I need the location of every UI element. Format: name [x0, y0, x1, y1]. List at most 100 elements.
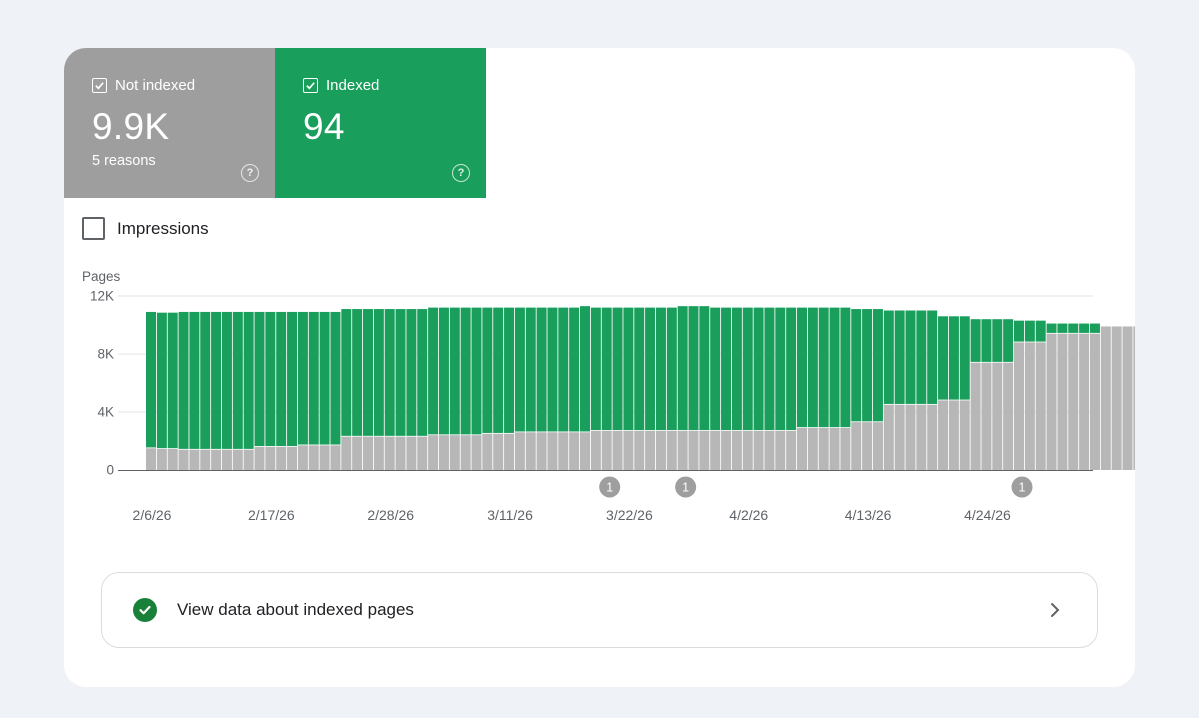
bar-indexed — [406, 309, 417, 436]
not-indexed-tile[interactable]: Not indexed 9.9K 5 reasons ? — [64, 48, 275, 198]
bar-not-indexed — [818, 427, 829, 470]
bar-not-indexed — [156, 448, 167, 470]
bar-not-indexed — [959, 400, 970, 470]
bar-not-indexed — [428, 435, 439, 470]
bar-indexed — [818, 307, 829, 428]
view-indexed-pages-button[interactable]: View data about indexed pages — [101, 572, 1098, 648]
x-tick-label: 3/22/26 — [606, 507, 653, 523]
annotation-marker[interactable]: 1 — [675, 476, 697, 498]
bar-indexed — [1089, 323, 1100, 333]
bar-indexed — [1079, 323, 1090, 333]
bar-not-indexed — [655, 430, 666, 470]
bar-not-indexed — [938, 400, 949, 470]
bar-not-indexed — [1057, 333, 1068, 470]
bar-indexed — [699, 306, 710, 431]
bar-not-indexed — [471, 435, 482, 470]
help-icon[interactable]: ? — [241, 164, 259, 182]
help-icon[interactable]: ? — [452, 164, 470, 182]
bar-indexed — [438, 307, 449, 435]
bar-indexed — [1057, 323, 1068, 333]
bar-not-indexed — [862, 422, 873, 470]
bar-indexed — [156, 312, 167, 449]
bar-indexed — [970, 319, 981, 362]
indexed-value: 94 — [303, 106, 345, 147]
bar-indexed — [580, 306, 590, 432]
bar-indexed — [504, 307, 515, 433]
bar-indexed — [308, 311, 319, 445]
bar-indexed — [840, 307, 851, 428]
bar-not-indexed — [1014, 342, 1024, 470]
bar-not-indexed — [395, 436, 406, 470]
impressions-toggle[interactable]: Impressions — [82, 217, 209, 240]
view-indexed-pages-label: View data about indexed pages — [177, 600, 414, 619]
bar-indexed — [775, 307, 786, 431]
checkbox-checked-icon[interactable] — [92, 78, 107, 93]
not-indexed-label: Not indexed — [115, 77, 196, 94]
bar-not-indexed — [731, 430, 742, 470]
checkbox-unchecked-icon[interactable] — [82, 217, 105, 240]
bar-not-indexed — [775, 430, 786, 470]
bar-indexed — [146, 311, 156, 448]
annotation-marker[interactable]: 1 — [1011, 476, 1033, 498]
bar-indexed — [276, 311, 287, 446]
bar-not-indexed — [200, 449, 211, 470]
bar-indexed — [221, 311, 232, 449]
bar-not-indexed — [927, 404, 938, 470]
chevron-right-icon — [1051, 603, 1060, 617]
bar-not-indexed — [786, 430, 797, 470]
checkbox-checked-icon[interactable] — [303, 78, 318, 93]
bar-not-indexed — [493, 433, 504, 470]
bar-indexed — [569, 307, 580, 432]
bar-indexed — [384, 309, 395, 436]
annotation-marker[interactable]: 1 — [599, 476, 621, 498]
bar-not-indexed — [265, 446, 276, 470]
bar-indexed — [178, 311, 189, 449]
bar-indexed — [341, 309, 352, 436]
bar-not-indexed — [721, 430, 732, 470]
bar-indexed — [200, 311, 211, 449]
y-tick-label: 12K — [90, 289, 114, 304]
bar-indexed — [460, 307, 471, 435]
bar-not-indexed — [753, 430, 764, 470]
bar-indexed — [753, 307, 764, 431]
bar-indexed — [905, 310, 916, 404]
bar-not-indexed — [406, 436, 417, 470]
bar-indexed — [883, 310, 894, 404]
bar-not-indexed — [308, 445, 319, 470]
bar-indexed — [514, 307, 525, 432]
bar-indexed — [634, 307, 645, 431]
bar-not-indexed — [341, 436, 352, 470]
bar-indexed — [330, 311, 341, 445]
bar-indexed — [1024, 320, 1035, 342]
svg-text:1: 1 — [1019, 481, 1026, 495]
bar-indexed — [525, 307, 536, 432]
bar-not-indexed — [883, 404, 894, 470]
indexed-tile[interactable]: Indexed 94 ? — [275, 48, 486, 198]
bar-not-indexed — [645, 430, 656, 470]
not-indexed-reasons: 5 reasons — [92, 153, 156, 169]
bar-indexed — [1003, 319, 1014, 362]
bar-not-indexed — [666, 430, 677, 470]
bar-not-indexed — [514, 432, 525, 470]
bar-not-indexed — [352, 436, 363, 470]
bar-not-indexed — [319, 445, 330, 470]
bar-not-indexed — [525, 432, 536, 470]
bar-indexed — [287, 311, 298, 446]
bar-not-indexed — [1122, 326, 1133, 470]
bar-indexed — [721, 307, 732, 431]
bar-indexed — [981, 319, 992, 362]
bar-not-indexed — [276, 446, 287, 470]
bar-not-indexed — [992, 362, 1003, 470]
bar-not-indexed — [297, 445, 308, 470]
bar-not-indexed — [1046, 333, 1057, 470]
bar-indexed — [319, 311, 330, 445]
indexed-header: Indexed — [303, 77, 379, 94]
bar-not-indexed — [363, 436, 373, 470]
bar-indexed — [189, 311, 200, 449]
bar-indexed — [297, 311, 308, 445]
bar-indexed — [894, 310, 905, 404]
bar-indexed — [872, 309, 883, 422]
index-coverage-card: Not indexed 9.9K 5 reasons ? Indexed 94 … — [64, 48, 1135, 687]
not-indexed-header: Not indexed — [92, 77, 195, 94]
bar-not-indexed — [373, 436, 384, 470]
